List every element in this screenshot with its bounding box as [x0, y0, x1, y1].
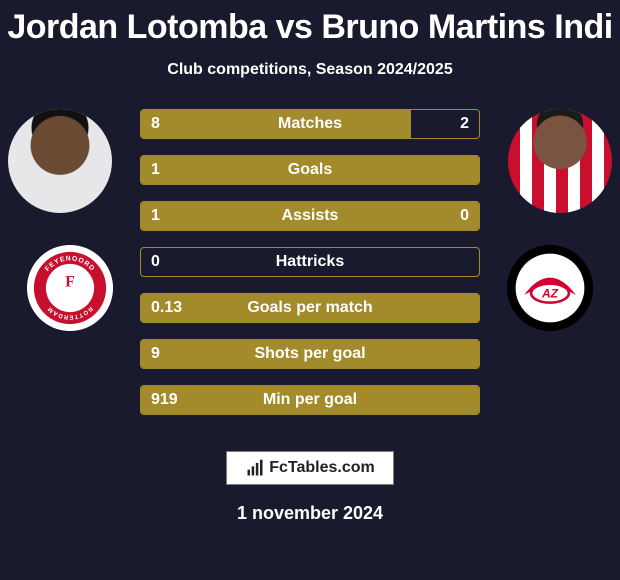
stat-label: Min per goal [141, 391, 479, 409]
stat-label: Matches [141, 115, 479, 133]
stat-row: 8Matches2 [140, 109, 480, 139]
stat-row: 919Min per goal [140, 385, 480, 415]
comparison-panel: F FEYENOORD ROTTERDAM AZ 8Matches2 1Goals… [0, 109, 620, 429]
player-right-avatar [508, 109, 612, 213]
stat-value-right: 2 [460, 115, 469, 133]
branding-text: FcTables.com [269, 459, 375, 477]
stats-bars: 8Matches21Goals1Assists00Hattricks0.13Go… [140, 109, 480, 431]
stat-row: 1Goals [140, 155, 480, 185]
stat-row: 0.13Goals per match [140, 293, 480, 323]
stat-row: 1Assists0 [140, 201, 480, 231]
subtitle: Club competitions, Season 2024/2025 [0, 61, 620, 79]
player-left-avatar [8, 109, 112, 213]
club-right-name: AZ [541, 286, 559, 300]
stat-label: Assists [141, 207, 479, 225]
stat-row: 9Shots per goal [140, 339, 480, 369]
stat-label: Hattricks [141, 253, 479, 271]
stat-label: Goals [141, 161, 479, 179]
svg-text:F: F [65, 273, 74, 290]
club-right-crest: AZ [507, 245, 593, 331]
stat-label: Shots per goal [141, 345, 479, 363]
stat-label: Goals per match [141, 299, 479, 317]
branding-badge: FcTables.com [226, 451, 394, 485]
club-left-crest: F FEYENOORD ROTTERDAM [27, 245, 113, 331]
page-title: Jordan Lotomba vs Bruno Martins Indi [0, 0, 620, 47]
chart-icon [245, 458, 265, 478]
stat-row: 0Hattricks [140, 247, 480, 277]
date-label: 1 november 2024 [0, 503, 620, 524]
stat-value-right: 0 [460, 207, 469, 225]
